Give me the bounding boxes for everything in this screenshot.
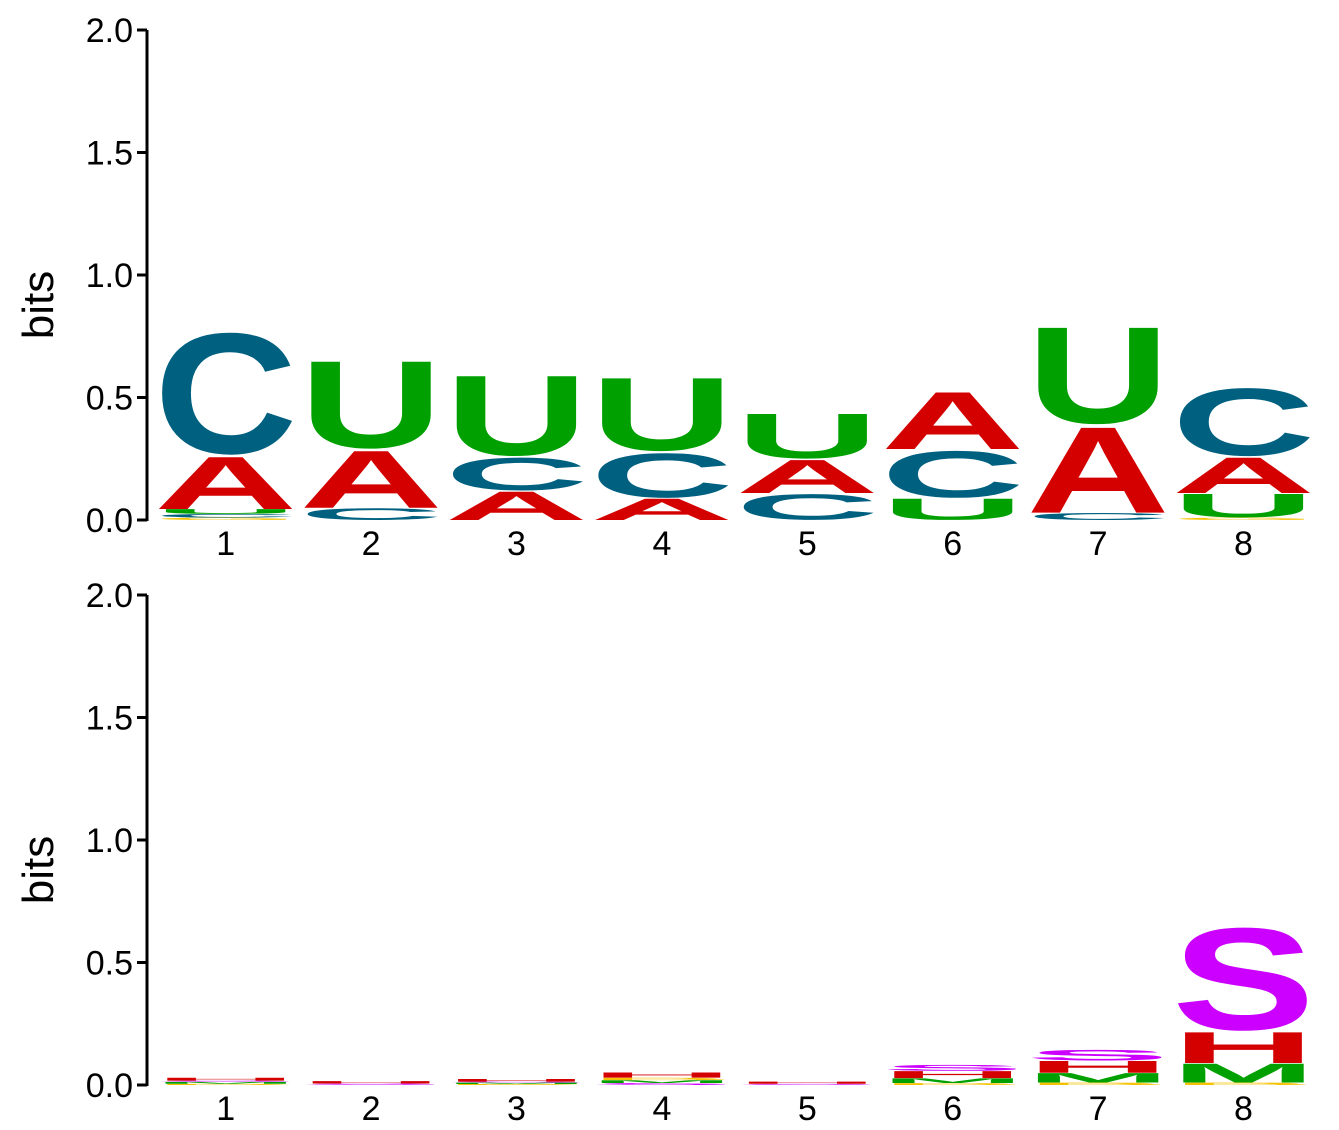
x-tick-label: 8 <box>1234 525 1253 563</box>
logo-letter-C: C <box>736 487 879 528</box>
x-tick-label: 2 <box>362 525 381 563</box>
logo-letter-U: U <box>299 336 442 475</box>
x-tick-label: 6 <box>943 525 962 563</box>
x-tick-label: 4 <box>652 525 671 563</box>
logo-letter-H: H <box>299 1080 442 1084</box>
logo-letter-C: C <box>1172 369 1315 476</box>
logo-letter-H: H <box>445 1078 588 1082</box>
logo-letter-H: H <box>154 1077 297 1082</box>
logo-letter-S: S <box>881 1063 1024 1072</box>
y-tick-label: 0.0 <box>86 1067 133 1105</box>
y-axis-title: bits <box>14 271 63 339</box>
logo-letter-H: H <box>881 1069 1024 1080</box>
logo-letter-H: H <box>1026 1057 1169 1076</box>
logo-letter-M: M <box>154 1081 297 1084</box>
logo-letter-U: U <box>445 352 588 480</box>
logo-letter-B: B <box>1026 1082 1169 1086</box>
logo-letter-S: S <box>1172 898 1315 1061</box>
logo-letter-M: M <box>881 1077 1024 1085</box>
logo-letter-A: A <box>1172 447 1315 504</box>
logo-letter-A: A <box>154 441 297 525</box>
logo-letter-S: S <box>1026 1047 1169 1064</box>
y-tick-label: 1.0 <box>86 257 133 295</box>
logo-letter-G: G <box>154 517 297 521</box>
logo-letter-H: H <box>736 1081 879 1084</box>
logo-letter-C: C <box>154 298 297 490</box>
logo-letter-A: A <box>881 375 1024 467</box>
y-tick-label: 2.0 <box>86 12 133 50</box>
y-axis-title: bits <box>14 836 63 904</box>
x-tick-label: 3 <box>507 1090 526 1128</box>
y-tick-label: 0.0 <box>86 502 133 540</box>
logo-letter-U: U <box>590 355 733 472</box>
logo-letter-A: A <box>445 483 588 529</box>
logo-letter-S: S <box>154 1080 297 1082</box>
x-tick-label: 3 <box>507 525 526 563</box>
x-tick-label: 5 <box>798 525 817 563</box>
logo-letter-M: M <box>1026 1070 1169 1085</box>
logo-letter-M: M <box>590 1079 733 1084</box>
logo-letter-C: C <box>154 513 297 519</box>
logo-letter-C: C <box>590 441 733 511</box>
logo-letter-U: U <box>881 492 1024 526</box>
x-tick-label: 2 <box>362 1090 381 1128</box>
logo-letter-M: M <box>1172 1058 1315 1089</box>
logo-letter-U: U <box>154 508 297 516</box>
logo-letter-B: B <box>590 1077 733 1081</box>
x-tick-label: 7 <box>1089 525 1108 563</box>
y-tick-label: 1.5 <box>86 135 133 173</box>
logo-letter-A: A <box>1026 402 1169 540</box>
logo-letter-S: S <box>590 1083 733 1086</box>
logo-letter-C: C <box>881 438 1024 512</box>
logo-letter-A: A <box>736 450 879 504</box>
y-tick-label: 1.0 <box>86 822 133 860</box>
logo-letter-C: C <box>299 505 442 524</box>
logo-letter-U: U <box>736 400 879 472</box>
logo-letter-A: A <box>299 434 442 526</box>
x-tick-label: 1 <box>216 525 235 563</box>
x-tick-label: 8 <box>1234 1090 1253 1128</box>
logo-letter-C: C <box>1026 511 1169 522</box>
logo-letter-G: G <box>1172 517 1315 521</box>
logo-letter-S: S <box>445 1081 588 1082</box>
y-tick-label: 0.5 <box>86 380 133 418</box>
x-tick-label: 1 <box>216 1090 235 1128</box>
logo-letter-H: H <box>590 1071 733 1079</box>
y-tick-label: 1.5 <box>86 700 133 738</box>
x-tick-label: 7 <box>1089 1090 1108 1128</box>
logo-letter-S: S <box>299 1083 442 1085</box>
x-tick-label: 6 <box>943 1090 962 1128</box>
x-tick-label: 4 <box>652 1090 671 1128</box>
logo-letter-B: B <box>1172 1082 1315 1086</box>
logo-letter-S: S <box>736 1083 879 1085</box>
logo-letter-A: A <box>590 492 733 526</box>
y-tick-label: 0.5 <box>86 945 133 983</box>
logo-letter-C: C <box>445 448 588 500</box>
logo-letter-H: H <box>1172 1023 1315 1072</box>
y-tick-label: 2.0 <box>86 577 133 615</box>
logo-letter-U: U <box>1026 299 1169 453</box>
x-tick-label: 5 <box>798 1090 817 1128</box>
logo-letter-M: M <box>445 1082 588 1084</box>
logo-letter-U: U <box>1172 487 1315 525</box>
logo-letter-B: B <box>881 1083 1024 1086</box>
logo-letter-B: B <box>445 1084 588 1086</box>
logo-letter-B: B <box>154 1083 297 1085</box>
